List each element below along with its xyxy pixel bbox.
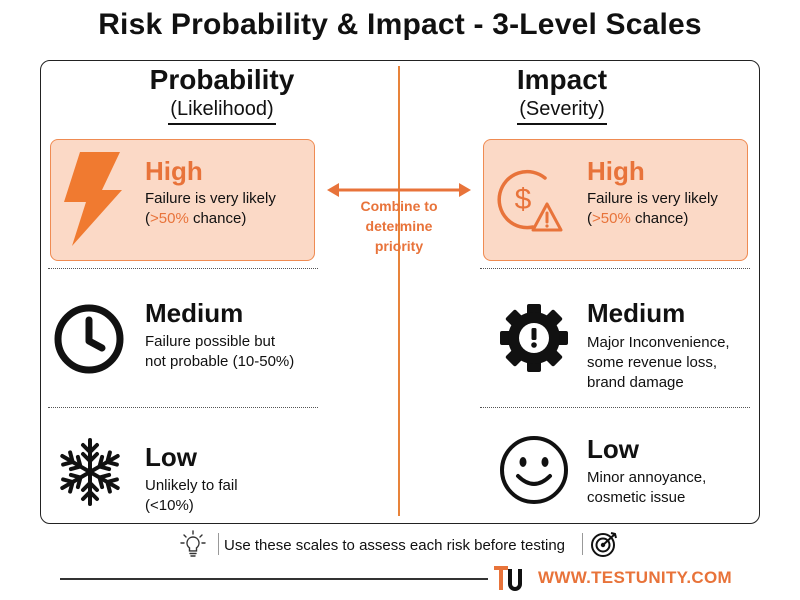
scales-panel (40, 60, 760, 524)
divider-dotted (480, 268, 750, 269)
probability-low-desc: Unlikely to fail (<10%) (145, 476, 238, 516)
desc-text: chance) (188, 210, 247, 227)
impact-high-label: High (587, 156, 645, 186)
snowflake-icon (56, 438, 124, 506)
target-icon (591, 532, 617, 557)
impact-medium-desc: Major Inconvenience, some revenue loss, … (587, 333, 730, 393)
desc-text: (<10%) (145, 497, 194, 514)
page-title: Risk Probability & Impact - 3-Level Scal… (98, 8, 702, 41)
probability-low-label: Low (145, 442, 197, 472)
divider-dotted (48, 268, 318, 269)
probability-medium-label: Medium (145, 298, 244, 328)
desc-text: Major Inconvenience, (587, 334, 730, 351)
impact-header: Impact (Severity) (484, 64, 640, 125)
desc-text: some revenue loss, (587, 354, 718, 371)
svg-text:$: $ (515, 183, 532, 216)
probability-header: Probability (Likelihood) (120, 64, 324, 125)
gear-alert-icon (500, 304, 568, 372)
website-link[interactable]: WWW.TESTUNITY.COM (538, 568, 732, 587)
impact-high-desc: Failure is very likely (>50% chance) (587, 189, 718, 229)
desc-text: chance) (630, 210, 689, 227)
highlight-percent: >50% (150, 210, 189, 227)
desc-text: ( (145, 210, 150, 227)
impact-high-box (483, 139, 748, 261)
center-divider (398, 66, 400, 516)
clock-icon (54, 304, 124, 374)
testunity-logo (494, 566, 522, 591)
impact-low-label: Low (587, 434, 639, 464)
desc-text: cosmetic issue (587, 489, 686, 506)
footer-line (60, 578, 488, 580)
lightbulb-icon (180, 530, 206, 557)
smiley-face-icon (500, 436, 568, 504)
highlight-percent: >50% (592, 210, 631, 227)
desc-text: Failure possible but (145, 333, 276, 350)
combine-note: Combine to determine priority (340, 196, 458, 256)
combine-line: priority (374, 238, 424, 254)
desc-text: Failure is very likely (145, 190, 276, 207)
combine-line: Combine to (360, 198, 438, 214)
impact-medium-label: Medium (587, 298, 686, 328)
footer-note: Use these scales to assess each risk bef… (224, 537, 566, 554)
probability-high-label: High (145, 156, 203, 186)
probability-medium-desc: Failure possible but not probable (10-50… (145, 332, 294, 372)
lightning-bolt-icon (64, 152, 122, 246)
probability-high-desc: Failure is very likely (>50% chance) (145, 189, 276, 229)
desc-text: not probable (10-50%) (145, 353, 295, 370)
impact-low-desc: Minor annoyance, cosmetic issue (587, 468, 706, 508)
desc-text: Unlikely to fail (145, 477, 238, 494)
desc-text: Minor annoyance, (587, 469, 707, 486)
note-separator (582, 533, 583, 555)
impact-subheading: (Severity) (517, 98, 607, 125)
desc-text: ( (587, 210, 592, 227)
impact-heading: Impact (516, 64, 608, 95)
divider-dotted (48, 407, 318, 408)
probability-heading: Probability (149, 64, 295, 95)
desc-text: brand damage (587, 374, 684, 391)
note-separator (218, 533, 219, 555)
double-arrow-icon (327, 183, 471, 197)
combine-line: determine (365, 218, 433, 234)
probability-subheading: (Likelihood) (168, 98, 276, 125)
dollar-warning-icon: $ (497, 169, 563, 232)
divider-dotted (480, 407, 750, 408)
desc-text: Failure is very likely (587, 190, 718, 207)
